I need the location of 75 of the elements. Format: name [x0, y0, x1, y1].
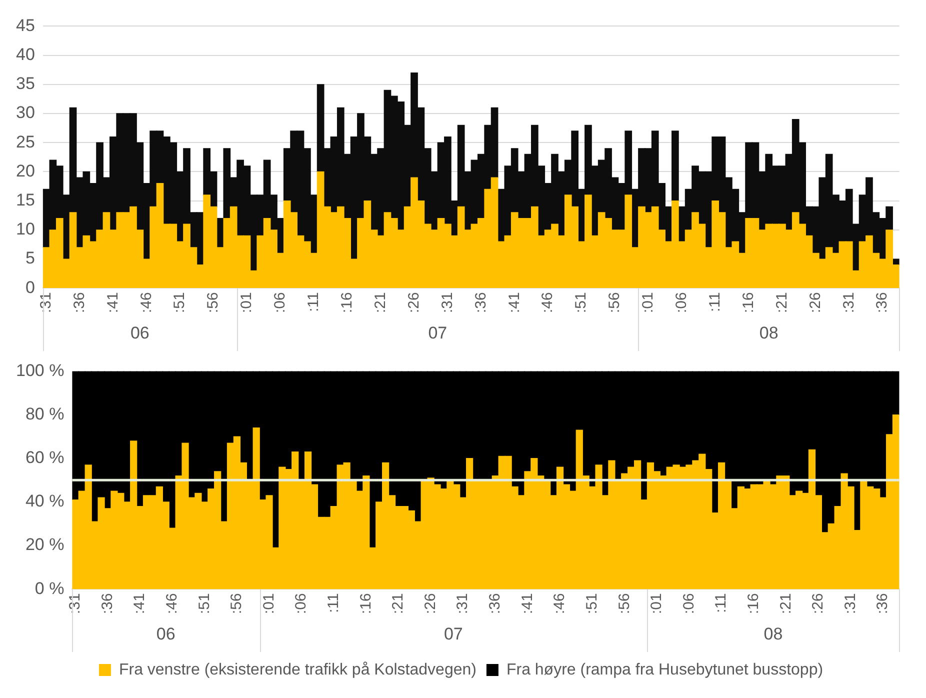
- x-tick-label: :46: [539, 292, 556, 314]
- y-tick-label: 30: [16, 103, 35, 122]
- x-tick-label: :41: [131, 593, 148, 614]
- x-tick-label: :36: [874, 292, 891, 314]
- x-tick-label: :31: [438, 292, 456, 314]
- y-tick-label: 45: [16, 16, 35, 35]
- y-tick-label: 25: [16, 132, 35, 152]
- text: 08: [764, 624, 783, 644]
- y-tick-label: 0 %: [34, 578, 64, 598]
- y-tick-label: 10: [16, 220, 35, 239]
- text: 07: [444, 624, 463, 644]
- x-tick-label: :11: [325, 593, 342, 613]
- x-tick-label: :16: [338, 292, 356, 314]
- x-tick-label: :11: [706, 292, 724, 312]
- x-tick-label: :56: [606, 292, 624, 314]
- y-tick-label: 5: [25, 248, 35, 268]
- x-tick-label: :51: [583, 593, 600, 614]
- x-tick-label: :01: [640, 292, 657, 314]
- x-tick-label: :41: [506, 292, 523, 314]
- x-tick-label: :46: [163, 593, 180, 614]
- y-tick-label: 60 %: [25, 448, 64, 468]
- x-tick-label: :06: [272, 292, 289, 314]
- x-tick-label: :31: [840, 292, 858, 314]
- x-tick-label: :01: [648, 593, 666, 614]
- text: 07: [428, 324, 448, 343]
- x-tick-label: :26: [806, 292, 824, 314]
- x-tick-label: :11: [305, 292, 322, 312]
- x-tick-label: :06: [292, 593, 310, 614]
- text: 06: [156, 624, 176, 644]
- x-tick-label: :51: [572, 292, 590, 314]
- legend-label: Fra høyre (rampa fra Husebytunet busstopp): [506, 661, 824, 678]
- x-tick-label: :36: [70, 292, 88, 314]
- x-tick-label: :16: [740, 292, 757, 314]
- x-tick-label: :36: [98, 593, 116, 614]
- x-tick-label: :36: [486, 593, 504, 614]
- x-tick-label: :26: [405, 292, 422, 314]
- y-tick-label: 100 %: [16, 360, 64, 380]
- x-tick-label: :01: [238, 292, 256, 314]
- x-tick-label: :36: [472, 292, 490, 314]
- y-tick-label: 40: [16, 44, 35, 64]
- y-tick-label: 35: [16, 74, 35, 94]
- text: 08: [759, 324, 778, 343]
- x-tick-label: :56: [204, 292, 222, 314]
- x-tick-label: :01: [260, 593, 278, 614]
- x-tick-label: :56: [616, 593, 633, 614]
- bar: [672, 130, 679, 202]
- y-tick-label: 40 %: [25, 492, 64, 511]
- x-tick-label: :31: [842, 593, 859, 614]
- x-tick-label: :21: [773, 292, 790, 314]
- x-tick-label: :46: [551, 593, 568, 614]
- x-tick-label: :06: [673, 292, 690, 314]
- legend-label: Fra venstre (eksisterende trafikk på Kolstadvegen): [118, 661, 476, 678]
- x-tick-label: :21: [390, 593, 407, 614]
- x-tick-label: :06: [680, 593, 698, 614]
- y-tick-label: 15: [16, 190, 35, 210]
- y-tick-label: 20: [16, 161, 35, 180]
- x-tick-label: :36: [874, 593, 892, 614]
- x-tick-label: :21: [777, 593, 794, 614]
- x-tick-label: :41: [518, 593, 536, 614]
- x-tick-label: :16: [744, 593, 762, 614]
- text: 06: [130, 324, 150, 343]
- x-tick-label: :51: [196, 593, 213, 614]
- y-tick-label: 80 %: [25, 404, 64, 424]
- x-tick-label: :31: [454, 593, 472, 614]
- y-tick-label: 0: [25, 278, 35, 297]
- x-tick-label: :51: [171, 292, 188, 314]
- x-tick-label: :46: [138, 292, 155, 314]
- x-tick-label: :11: [712, 593, 730, 613]
- x-tick-label: :56: [228, 593, 246, 614]
- y-tick-label: 20 %: [25, 535, 64, 554]
- x-tick-label: :41: [104, 292, 122, 314]
- x-tick-label: :21: [372, 292, 389, 314]
- x-tick-label: :16: [357, 593, 374, 614]
- x-tick-label: :26: [422, 593, 439, 614]
- x-tick-label: :26: [810, 593, 827, 614]
